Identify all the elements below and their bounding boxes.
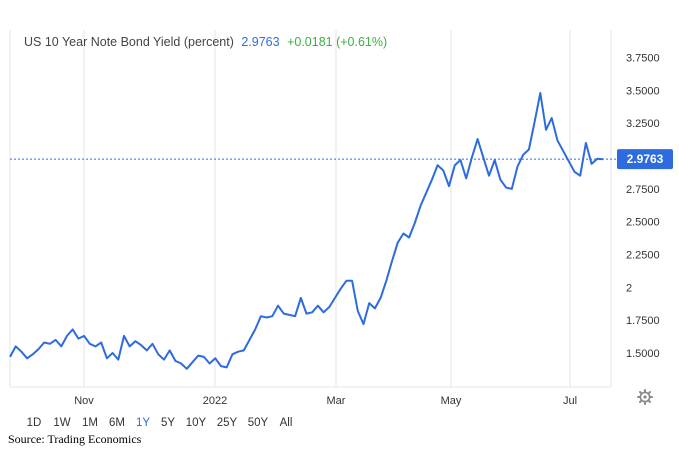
y-tick-label: 2	[626, 282, 632, 294]
last-value-box	[617, 149, 673, 170]
y-tick-label: 3.2500	[626, 118, 660, 130]
svg-text:US 10 Year Note Bond Yield (pe: US 10 Year Note Bond Yield (percent) 2.9…	[24, 35, 387, 49]
range-button-1d[interactable]: 1D	[27, 417, 42, 429]
series-title: US 10 Year Note Bond Yield (percent)	[24, 35, 234, 49]
gear-icon[interactable]	[637, 389, 653, 405]
y-tick-label: 3.7500	[626, 53, 660, 65]
last-value-text: 2.9763	[627, 152, 664, 166]
x-tick-label: Jul	[563, 395, 577, 407]
y-tick-label: 3.5000	[626, 85, 660, 97]
x-axis-labels: Nov 2022 Mar May Jul	[74, 395, 577, 407]
range-button-10y[interactable]: 10Y	[186, 417, 207, 429]
change-value: +0.0181 (+0.61%)	[287, 35, 387, 49]
series-line	[9, 92, 604, 370]
range-selector: 1D 1W 1M 6M 1Y 5Y 10Y 25Y 50Y All	[27, 417, 293, 429]
range-button-50y[interactable]: 50Y	[248, 417, 269, 429]
x-tick-label: Nov	[74, 395, 94, 407]
x-tick-label: Mar	[327, 395, 346, 407]
y-tick-label: 1.5000	[626, 348, 660, 360]
range-button-25y[interactable]: 25Y	[217, 417, 238, 429]
last-value-label: 2.9763	[617, 149, 673, 170]
range-button-5y[interactable]: 5Y	[161, 417, 175, 429]
x-tick-label: May	[441, 395, 462, 407]
range-button-1m[interactable]: 1M	[82, 417, 98, 429]
source-note: Source: Trading Economics	[8, 432, 142, 446]
y-tick-label: 2.7500	[626, 184, 660, 196]
grid-layer	[9, 30, 612, 388]
y-axis-labels: 1.5000 1.7500 2 2.2500 2.5000 2.7500 3.2500 3.5…	[626, 53, 660, 360]
range-button-6m[interactable]: 6M	[109, 417, 125, 429]
y-tick-label: 1.7500	[626, 315, 660, 327]
range-button-all[interactable]: All	[280, 417, 293, 429]
chart-header: US 10 Year Note Bond Yield (percent) 2.9…	[24, 35, 387, 49]
range-button-1y[interactable]: 1Y	[136, 417, 150, 429]
y-tick-label: 2.2500	[626, 250, 660, 262]
current-value: 2.9763	[241, 35, 279, 49]
y-tick-label: 2.5000	[626, 217, 660, 229]
range-button-1w[interactable]: 1W	[53, 417, 70, 429]
x-tick-label: 2022	[203, 395, 227, 407]
